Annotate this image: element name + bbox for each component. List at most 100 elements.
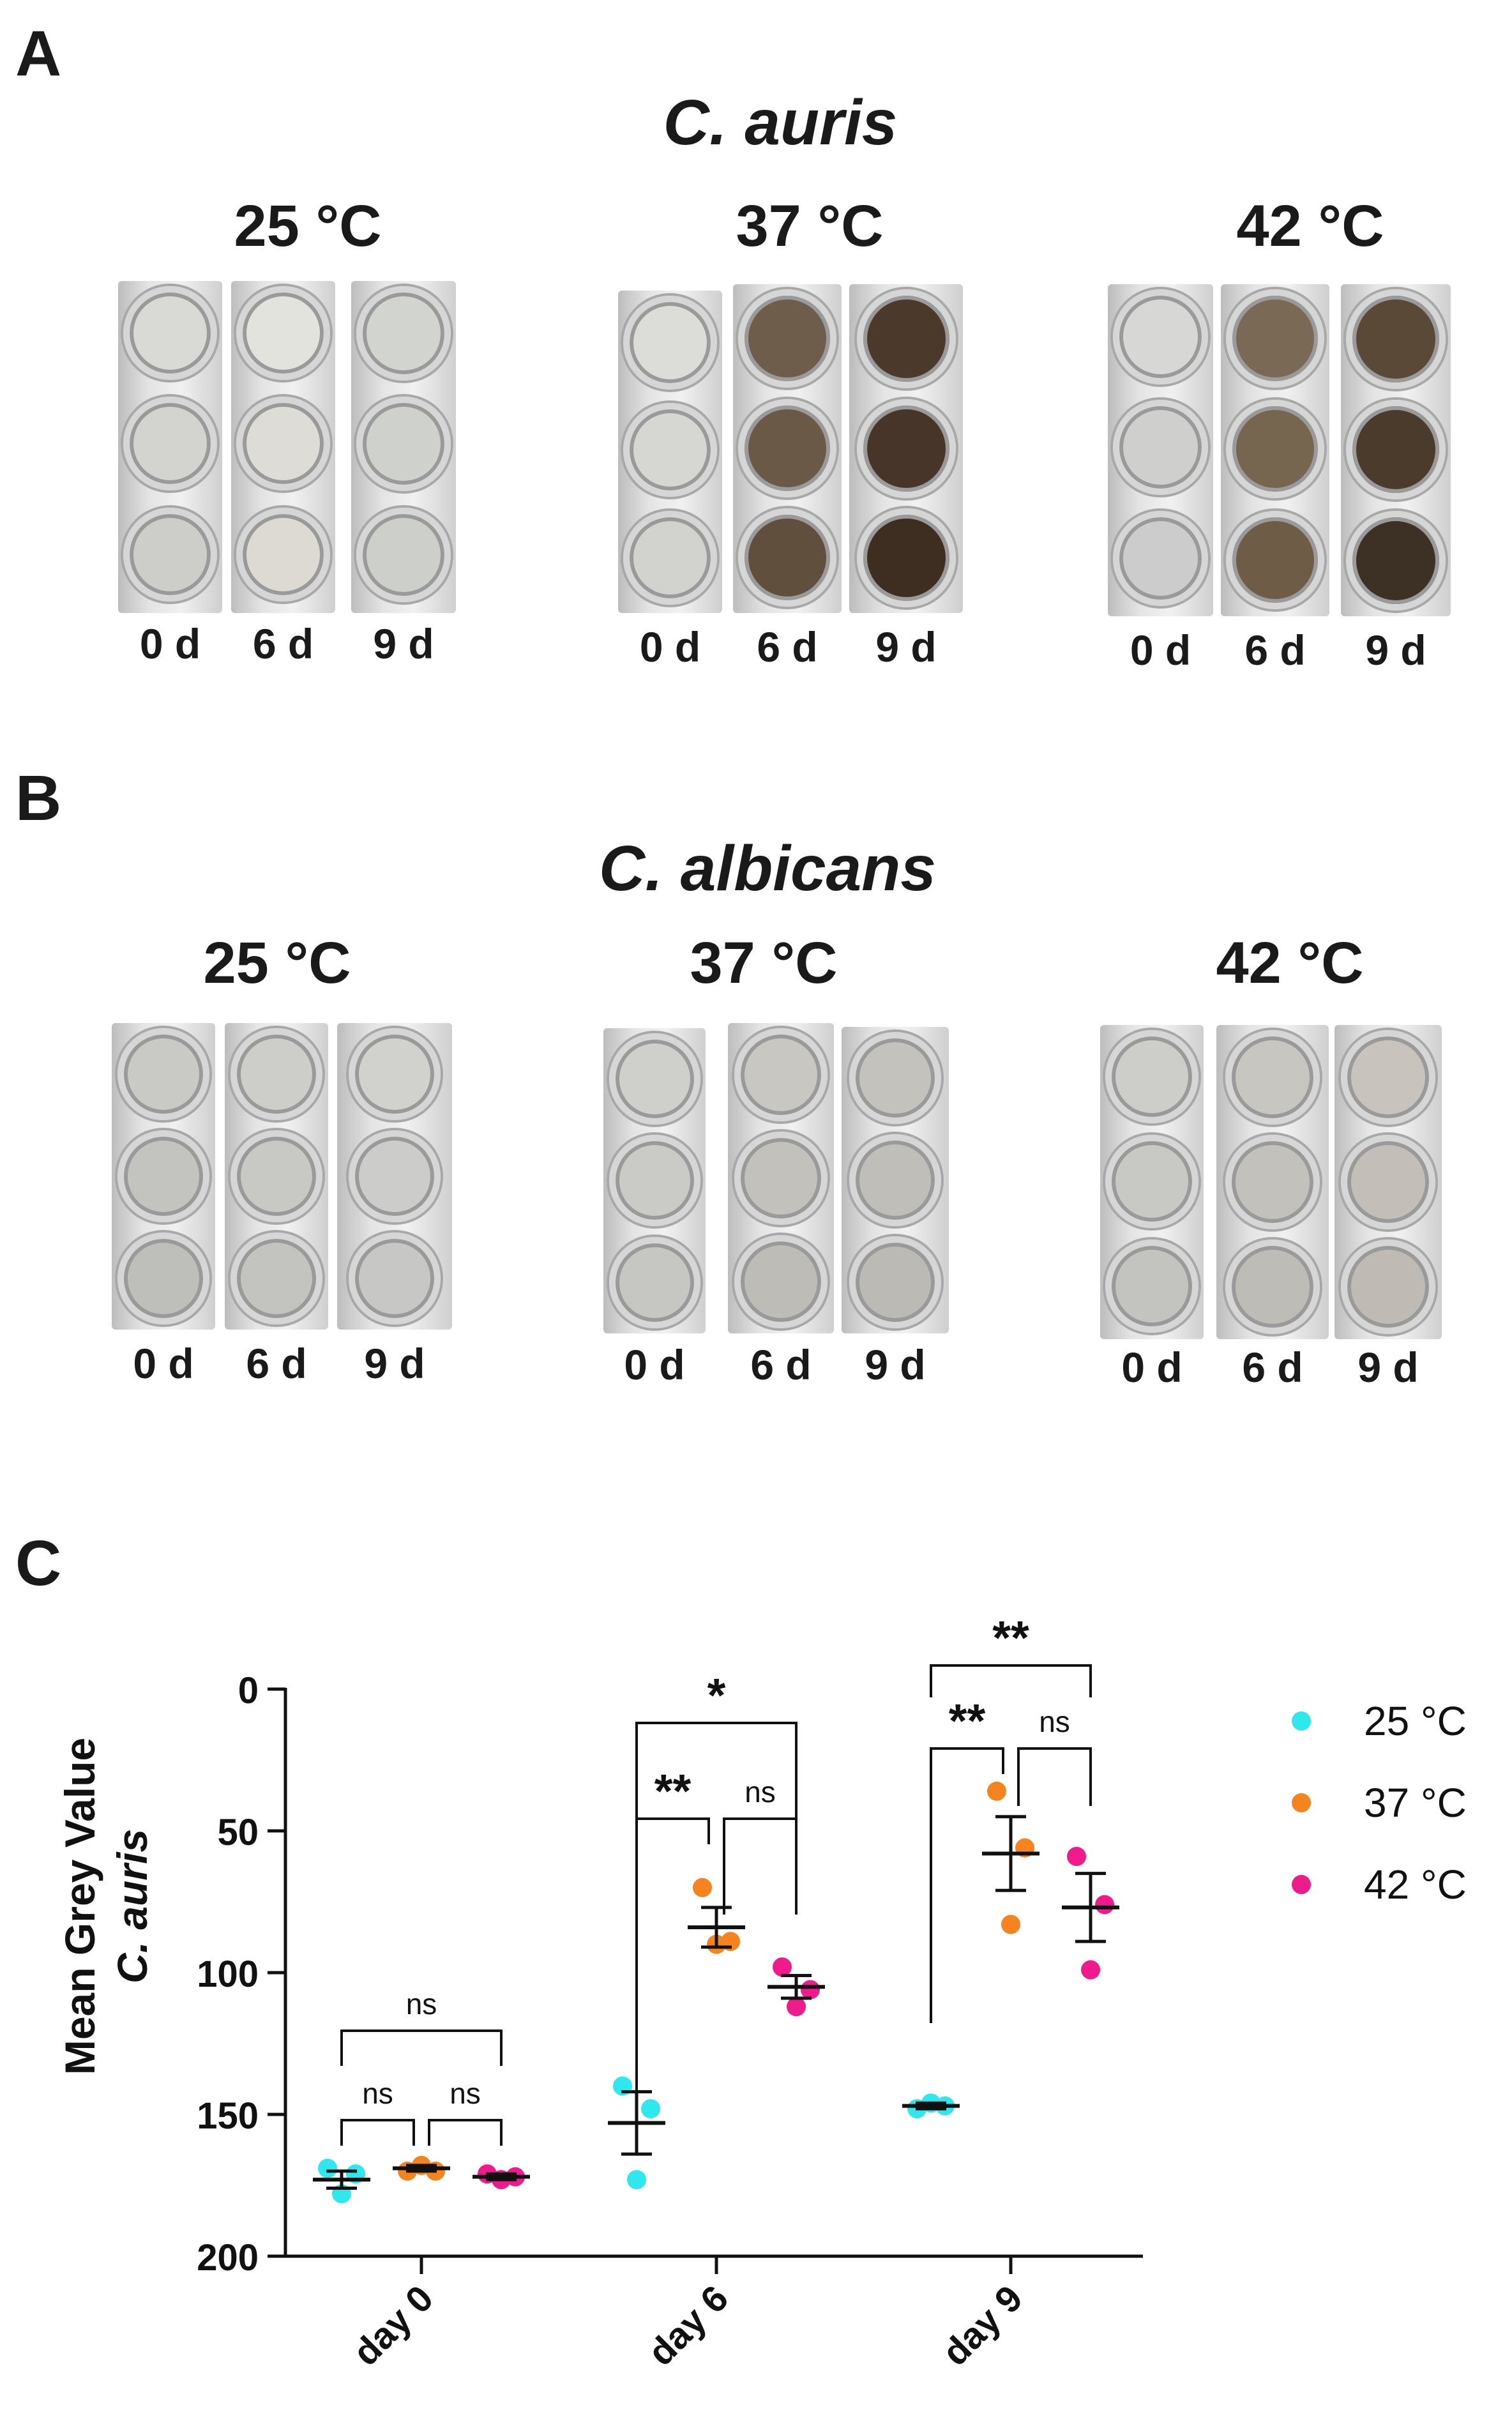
grey-value-chart: 0 50 100 150 200 day 0 day 6 day 9 Mean Grey Va… [56,1611,1467,2374]
day-label: 9 d [1365,626,1426,674]
culture-well [236,397,330,491]
y-tick-label: 200 [197,2237,259,2279]
panel-b-temp-label: 25 °C [203,930,351,996]
culture-well [1113,400,1208,496]
day-label: 0 d [639,623,701,671]
plate-strip [351,281,456,613]
legend-label: 42 °C [1364,1862,1467,1908]
panel-a-temp-label: 25 °C [234,193,382,259]
plate-strip [1216,1025,1329,1339]
day-label: 9 d [364,1340,425,1387]
day-label: 6 d [1244,626,1306,674]
culture-well [1105,1240,1198,1333]
day-label: 9 d [373,620,434,667]
day-label: 0 d [133,1340,194,1387]
culture-well [849,1032,941,1124]
day-label: 6 d [252,620,314,667]
culture-well [609,1236,700,1328]
culture-well [609,1135,700,1227]
plate-strip [337,1023,452,1330]
culture-well [231,1028,322,1120]
legend-label: 37 °C [1364,1780,1467,1826]
culture-well [734,1235,828,1328]
plate-strip [728,1023,834,1333]
culture-well [738,508,836,607]
significance-label: ns [1039,1705,1070,1738]
panel-b-temp-label: 42 °C [1216,930,1364,996]
data-point [773,1957,792,1977]
plate-strip [112,1023,215,1330]
culture-well [123,397,217,491]
culture-well [123,286,217,380]
culture-well [117,1233,209,1324]
y-axis-label-line2: C. auris [109,1829,156,1984]
day-label: 0 d [624,1341,685,1388]
y-tick-label: 0 [238,1670,259,1711]
culture-well [349,1233,441,1324]
significance-bracket [340,2119,415,2146]
culture-well [849,1134,941,1226]
culture-well [1105,1030,1198,1123]
culture-well [849,1236,941,1328]
legend-marker [1292,1875,1311,1894]
day-label: 9 d [865,1341,926,1388]
culture-well [1346,510,1446,611]
culture-well [1225,1030,1320,1125]
significance-label: ** [949,1694,986,1747]
day-label: 6 d [246,1340,307,1387]
legend-marker [1292,1711,1311,1731]
panel-b-letter: B [15,762,62,834]
culture-well [1341,1030,1435,1125]
culture-well [1226,289,1324,388]
x-tick-label: day 9 [934,2277,1031,2374]
culture-well [236,286,330,380]
data-point [1001,1915,1020,1934]
significance-bracket [1017,1747,1092,1806]
culture-well [1226,400,1324,499]
culture-well [1346,400,1446,500]
significance-bracket [930,1664,1092,1697]
y-axis-label: Mean Grey Value C. auris [56,1738,156,2075]
day-label: 9 d [1357,1344,1419,1391]
culture-well [856,289,956,388]
culture-well [356,286,451,381]
y-tick-label: 100 [197,1953,259,1995]
data-point [1067,1846,1086,1866]
y-tick-label: 50 [217,1812,259,1853]
data-point [1081,1960,1100,1980]
plate-strip [231,281,335,613]
culture-well [738,398,836,497]
panel-a-letter: A [15,18,62,89]
panel-a-species-title: C. auris [663,87,898,158]
panel-a-temp-label: 37 °C [736,193,884,259]
significance-bracket [635,1817,710,2125]
day-label: 9 d [875,623,937,671]
panel-c-letter: C [15,1528,62,1599]
significance-label: ns [450,2077,481,2110]
plate-strip [1334,1025,1442,1339]
culture-well [1341,1135,1435,1229]
plate-strip [842,1027,949,1333]
culture-well [738,289,836,388]
x-tick-label: day 6 [640,2277,736,2374]
plate-strip [1108,284,1213,616]
plate-strip [1341,284,1451,616]
culture-well [734,1132,828,1225]
day-label: 0 d [1130,626,1191,674]
significance-bracket [723,1817,798,1915]
plate-strip [603,1028,706,1333]
day-label: 6 d [1242,1344,1303,1391]
culture-well [856,398,956,498]
significance-bracket [340,2029,503,2066]
culture-well [117,1130,209,1222]
chart-marks [313,1781,1119,2204]
day-label: 0 d [139,620,201,667]
culture-well [734,1028,828,1121]
culture-well [1346,289,1446,389]
data-point [627,2170,646,2190]
day-label: 6 d [750,1341,812,1388]
significance-label: ns [745,1775,776,1809]
culture-well [1226,510,1324,609]
culture-well [349,1130,441,1222]
culture-well [856,508,956,608]
